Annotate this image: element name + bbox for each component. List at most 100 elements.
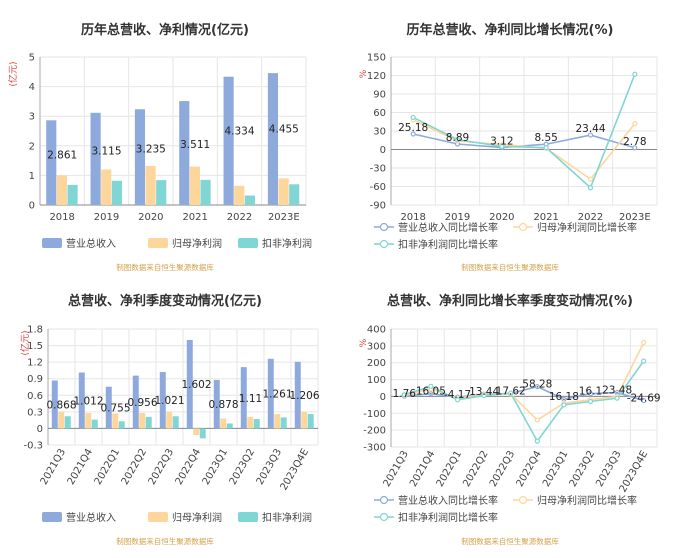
data-label: 0.755 [100,403,130,415]
bar-revenue [51,380,58,429]
y-tick-label: 0 [29,201,35,212]
bar-deducted-profit [172,416,179,429]
legend-item[interactable]: 归母净利润 [148,237,222,250]
bar-net-profit [220,418,227,429]
point-deducted-profit-growth [614,395,620,401]
y-tick-label: -100 [363,409,386,420]
chart-1: 历年总营收、净利情况(亿元) (亿元) 0 1 2 3 4 5 2018 2019 2020 2021… [7,22,312,272]
legend-item[interactable]: 归母净利润同比增长率 [513,221,637,234]
data-label: 58.28 [522,379,552,391]
y-tick-label: 0 [380,145,386,156]
point-revenue-growth [641,397,647,404]
y-tick-label: 0 [37,424,43,435]
x-tick-label: 2023E [268,212,300,223]
legend-label: 营业总收入同比增长率 [398,494,498,507]
point-revenue-growth [410,131,416,137]
legend-label: 营业总收入 [66,237,116,250]
bar-deducted-profit [156,180,167,205]
data-label: 23.48 [602,384,632,396]
bar-net-profit [278,178,289,205]
bar-net-profit [301,411,308,429]
legend-label: 扣非净利润 [262,511,312,524]
bar-revenue [105,386,112,429]
unit-label: % [359,338,369,347]
data-label: 1.76 [393,388,417,400]
data-label: 3.235 [136,143,166,155]
legend-item[interactable]: 扣非净利润 [238,511,312,524]
x-tick-label: 2019 [445,212,470,223]
bar-deducted-profit [91,419,98,429]
bar-revenue [134,109,146,205]
legend-item[interactable]: 扣非净利润同比增长率 [374,511,498,524]
data-label: 3.115 [91,145,121,157]
legend-item[interactable]: 营业总收入同比增长率 [374,494,498,507]
x-tick-label: 2022Q1 [435,449,464,489]
x-tick-label: 2023Q2 [568,449,597,489]
point-net-profit-growth [587,176,594,182]
x-tick-label: 2022Q1 [93,447,122,487]
bar-revenue [46,120,57,205]
data-label: 1.602 [181,379,211,391]
point-deducted-profit-growth [401,392,407,398]
data-label: 8.55 [534,132,557,144]
line-deducted-profit-growth [404,360,645,443]
bar-net-profit [145,165,156,205]
bar-net-profit [193,428,200,436]
bar-revenue [267,358,274,429]
chart-title: 总营收、净利季度变动情况(亿元) [68,293,262,309]
legend-marker [379,239,389,249]
unit-label: (亿元) [19,330,31,355]
line-deducted-profit-growth [412,73,636,190]
legend-swatch [42,512,62,522]
bar-revenue [90,112,101,205]
y-tick-label: -30 [370,164,386,175]
data-label: 1.206 [289,390,319,402]
y-tick-label: 200 [367,358,386,369]
bar-deducted-profit [64,416,71,429]
legend-item[interactable]: 扣非净利润 [238,237,312,250]
legend-item[interactable]: 归母净利润 [148,511,222,524]
bar-deducted-profit [118,421,125,429]
bar-deducted-profit [226,423,233,429]
legend-swatch [148,238,168,248]
data-label: 4.455 [269,123,299,135]
legend-item[interactable]: 扣非净利润同比增长率 [374,238,498,251]
y-tick-label: 150 [367,53,386,64]
bar-net-profit [139,412,146,429]
point-net-profit-growth [641,339,647,346]
legend-label: 归母净利润同比增长率 [537,494,637,507]
x-tick-label: 2022Q2 [120,447,149,487]
legend-marker [518,495,528,505]
y-tick-label: 2 [29,141,35,152]
bar-revenue [294,361,301,429]
point-revenue-growth [632,145,638,151]
legend-label: 归母净利润 [172,511,222,524]
point-deducted-profit-growth [632,71,638,77]
bar-deducted-profit [253,419,260,429]
x-tick-label: 2021 [182,212,207,223]
y-tick-label: 300 [367,341,386,352]
x-tick-label: 2021 [533,212,558,223]
line-revenue-growth [404,385,644,402]
data-label: 0.956 [127,397,157,409]
legend-item[interactable]: 营业总收入 [42,511,116,524]
bar-revenue [132,375,139,429]
point-deducted-profit-growth [561,402,567,408]
bar-net-profit [56,175,67,205]
bar-deducted-profit [199,428,206,439]
bar-revenue [213,379,220,429]
legend-item[interactable]: 归母净利润同比增长率 [513,494,637,507]
legend-item[interactable]: 营业总收入 [42,237,116,250]
legend-item[interactable]: 营业总收入同比增长率 [374,221,498,234]
x-tick-label: 2022Q3 [488,449,517,489]
x-tick-label: 2018 [49,212,74,223]
point-net-profit-growth [534,417,540,423]
x-tick-label: 2022Q2 [461,449,490,489]
legend-label: 归母净利润 [172,237,222,250]
x-tick-label: 2021Q4 [408,449,437,489]
legend-label: 扣非净利润同比增长率 [398,238,498,251]
x-tick-label: 2023Q2 [228,447,257,487]
bar-net-profit [247,416,254,429]
point-deducted-profit-growth [481,392,487,399]
